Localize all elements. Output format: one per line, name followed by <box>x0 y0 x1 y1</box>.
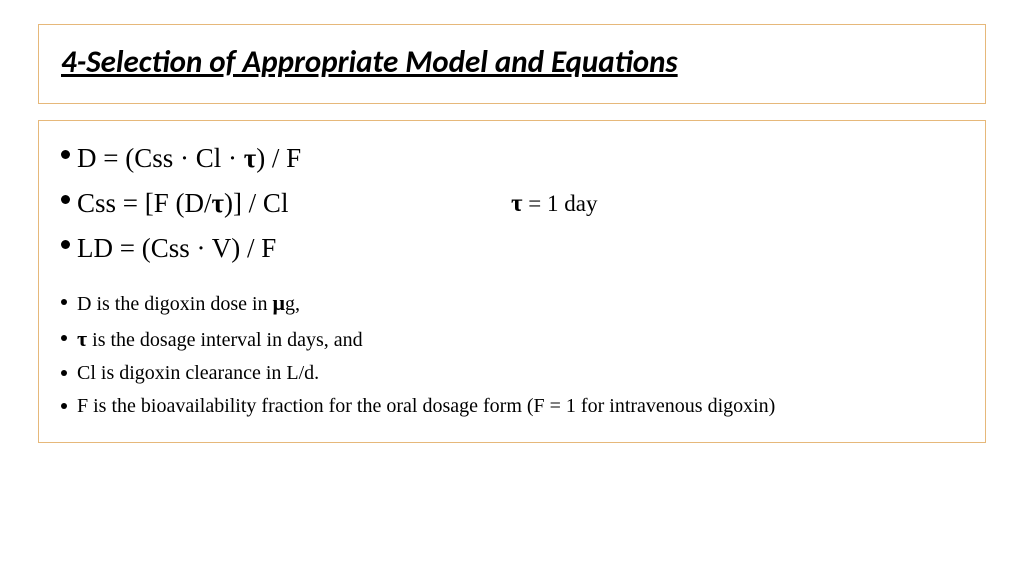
title-box: 4-Selection of Appropriate Model and Equ… <box>38 24 986 104</box>
definition-text: F is the bioavailability fraction for th… <box>77 395 775 418</box>
definition-text: τ is the dosage interval in days, and <box>77 326 363 352</box>
equation-text: LD = (Css · V) / F <box>77 233 276 264</box>
definition-row-2: τ is the dosage interval in days, and <box>61 326 963 352</box>
tau-symbol: τ <box>77 326 87 351</box>
mu-symbol: μ <box>273 290 285 315</box>
equation-row-2: Css = [F (D/τ)] / Cl τ = 1 day <box>61 188 963 219</box>
tau-symbol: τ <box>511 190 523 217</box>
bullet-icon <box>61 195 70 204</box>
definition-row-3: Cl is digoxin clearance in L/d. <box>61 362 963 385</box>
side-note: τ = 1 day <box>511 190 597 218</box>
eq-fragment: ) / F <box>256 143 301 173</box>
def-fragment: is the dosage interval in days, and <box>87 329 363 351</box>
bullet-icon <box>61 240 70 249</box>
bullet-icon <box>61 370 67 376</box>
bullet-icon <box>61 150 70 159</box>
eq-fragment: D = (Css · Cl · <box>77 143 244 173</box>
bullet-icon <box>61 299 67 305</box>
side-note-text: = 1 day <box>523 191 598 216</box>
definition-text: Cl is digoxin clearance in L/d. <box>77 362 319 385</box>
equation-text: D = (Css · Cl · τ) / F <box>77 143 301 174</box>
tau-symbol: τ <box>212 188 224 218</box>
content-box: D = (Css · Cl · τ) / F Css = [F (D/τ)] /… <box>38 120 986 443</box>
def-fragment: g, <box>285 293 300 315</box>
equation-row-3: LD = (Css · V) / F <box>61 233 963 264</box>
definition-row-1: D is the digoxin dose in μg, <box>61 290 963 316</box>
equation-text: Css = [F (D/τ)] / Cl <box>77 188 288 219</box>
bullet-icon <box>61 335 67 341</box>
page-title: 4-Selection of Appropriate Model and Equ… <box>61 43 963 81</box>
equation-row-1: D = (Css · Cl · τ) / F <box>61 143 963 174</box>
definition-text: D is the digoxin dose in μg, <box>77 290 300 316</box>
tau-symbol: τ <box>244 143 256 173</box>
def-fragment: D is the digoxin dose in <box>77 293 273 315</box>
definition-row-4: F is the bioavailability fraction for th… <box>61 395 963 418</box>
bullet-icon <box>61 403 67 409</box>
eq-fragment: Css = [F (D/ <box>77 188 212 218</box>
eq-fragment: )] / Cl <box>224 188 289 218</box>
